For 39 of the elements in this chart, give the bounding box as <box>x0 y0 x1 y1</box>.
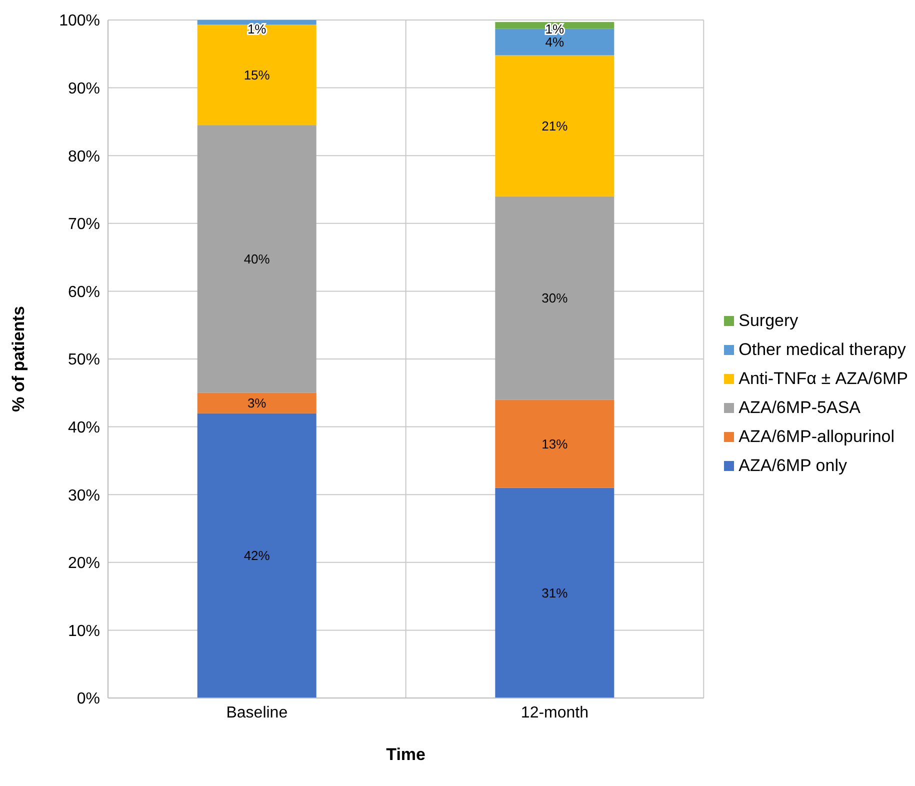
legend-label: AZA/6MP-allopurinol <box>738 426 895 446</box>
data-label: 21% <box>542 118 568 134</box>
data-label: 42% <box>244 548 270 564</box>
y-tick-label: 40% <box>68 419 100 436</box>
legend-label: Anti-TNFα ± AZA/6MP <box>738 368 908 388</box>
y-tick-label: 100% <box>59 12 100 30</box>
y-axis-title: % of patients <box>9 306 28 412</box>
y-tick-label: 0% <box>76 690 100 708</box>
data-label: 30% <box>542 290 568 306</box>
bar <box>495 488 614 698</box>
bar <box>495 196 614 400</box>
data-label: 15% <box>244 67 270 82</box>
y-tick-label: 90% <box>68 80 100 98</box>
bar <box>197 24 316 126</box>
x-tick-label: Baseline <box>226 704 288 722</box>
legend-label: AZA/6MP-5ASA <box>738 398 861 418</box>
y-tick-label: 30% <box>68 487 100 504</box>
data-label: 3% <box>247 396 267 411</box>
data-label: 1% <box>247 22 267 36</box>
data-label: 40% <box>244 251 270 266</box>
x-tick-label: 12-month <box>520 704 589 722</box>
bar <box>197 413 316 698</box>
data-label: 4% <box>545 34 564 50</box>
data-label: 13% <box>542 436 568 452</box>
legend-label: AZA/6MP only <box>738 456 847 476</box>
x-axis-title: Time <box>386 745 426 764</box>
bar <box>197 20 316 25</box>
y-tick-label: 50% <box>68 352 100 369</box>
bar <box>197 125 316 393</box>
bar <box>495 55 614 196</box>
data-label: 31% <box>542 585 568 600</box>
y-tick-label: 60% <box>68 284 100 301</box>
y-tick-label: 10% <box>68 622 100 640</box>
bar <box>495 400 614 488</box>
y-tick-label: 80% <box>68 148 100 166</box>
legend-label: Other medical therapy <box>738 340 906 360</box>
y-tick-label: 70% <box>68 216 100 234</box>
legend-label: Surgery <box>738 310 798 330</box>
y-tick-label: 20% <box>68 555 100 572</box>
